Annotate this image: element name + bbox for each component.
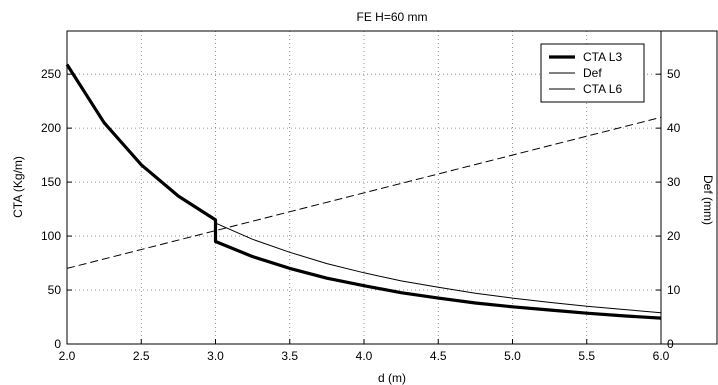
y-right-tick-label: 40 bbox=[667, 121, 681, 135]
legend: CTA L3 Def CTA L6 bbox=[540, 43, 645, 103]
y-left-tick-label: 150 bbox=[41, 175, 61, 189]
y-axis-right-title: Def (mm) bbox=[701, 175, 715, 225]
y-left-tick-label: 0 bbox=[54, 337, 61, 351]
y-axis-left: 0 50 100 150 200 250 bbox=[41, 67, 72, 351]
x-tick-label: 4.5 bbox=[430, 349, 447, 363]
legend-label: CTA L6 bbox=[583, 82, 622, 96]
y-axis-right: 0 10 20 30 40 50 bbox=[656, 31, 681, 351]
y-right-tick-label: 30 bbox=[667, 175, 681, 189]
legend-box bbox=[540, 43, 645, 103]
y-axis-left-title: CTA (Kg/m) bbox=[11, 156, 25, 218]
x-tick-label: 3.0 bbox=[207, 349, 224, 363]
y-left-tick-label: 50 bbox=[48, 283, 62, 297]
y-right-tick-label: 50 bbox=[667, 67, 681, 81]
x-tick-label: 6.0 bbox=[653, 349, 670, 363]
x-tick-label: 2.0 bbox=[59, 349, 76, 363]
y-left-tick-label: 100 bbox=[41, 229, 61, 243]
chart-title: FE H=60 mm bbox=[356, 10, 427, 24]
legend-label: CTA L3 bbox=[583, 50, 622, 64]
y-right-tick-label: 0 bbox=[667, 337, 674, 351]
x-tick-label: 5.0 bbox=[504, 349, 521, 363]
x-tick-label: 4.0 bbox=[356, 349, 373, 363]
series-line-0 bbox=[65, 63, 662, 320]
x-tick-label: 2.5 bbox=[133, 349, 150, 363]
y-right-tick-label: 20 bbox=[667, 229, 681, 243]
y-left-tick-label: 200 bbox=[41, 121, 61, 135]
x-axis-title: d (m) bbox=[378, 371, 406, 385]
x-tick-label: 5.5 bbox=[578, 349, 595, 363]
x-axis: 2.0 2.5 3.0 3.5 4.0 4.5 5.0 5.5 6.0 bbox=[59, 339, 670, 363]
plot-frame bbox=[66, 30, 718, 345]
series-layer bbox=[65, 63, 662, 320]
legend-label: Def bbox=[583, 66, 602, 80]
series-line-1 bbox=[66, 116, 662, 269]
y-left-tick-label: 250 bbox=[41, 67, 61, 81]
x-tick-label: 3.5 bbox=[281, 349, 298, 363]
series-line-2 bbox=[215, 222, 662, 314]
y-right-tick-label: 10 bbox=[667, 283, 681, 297]
